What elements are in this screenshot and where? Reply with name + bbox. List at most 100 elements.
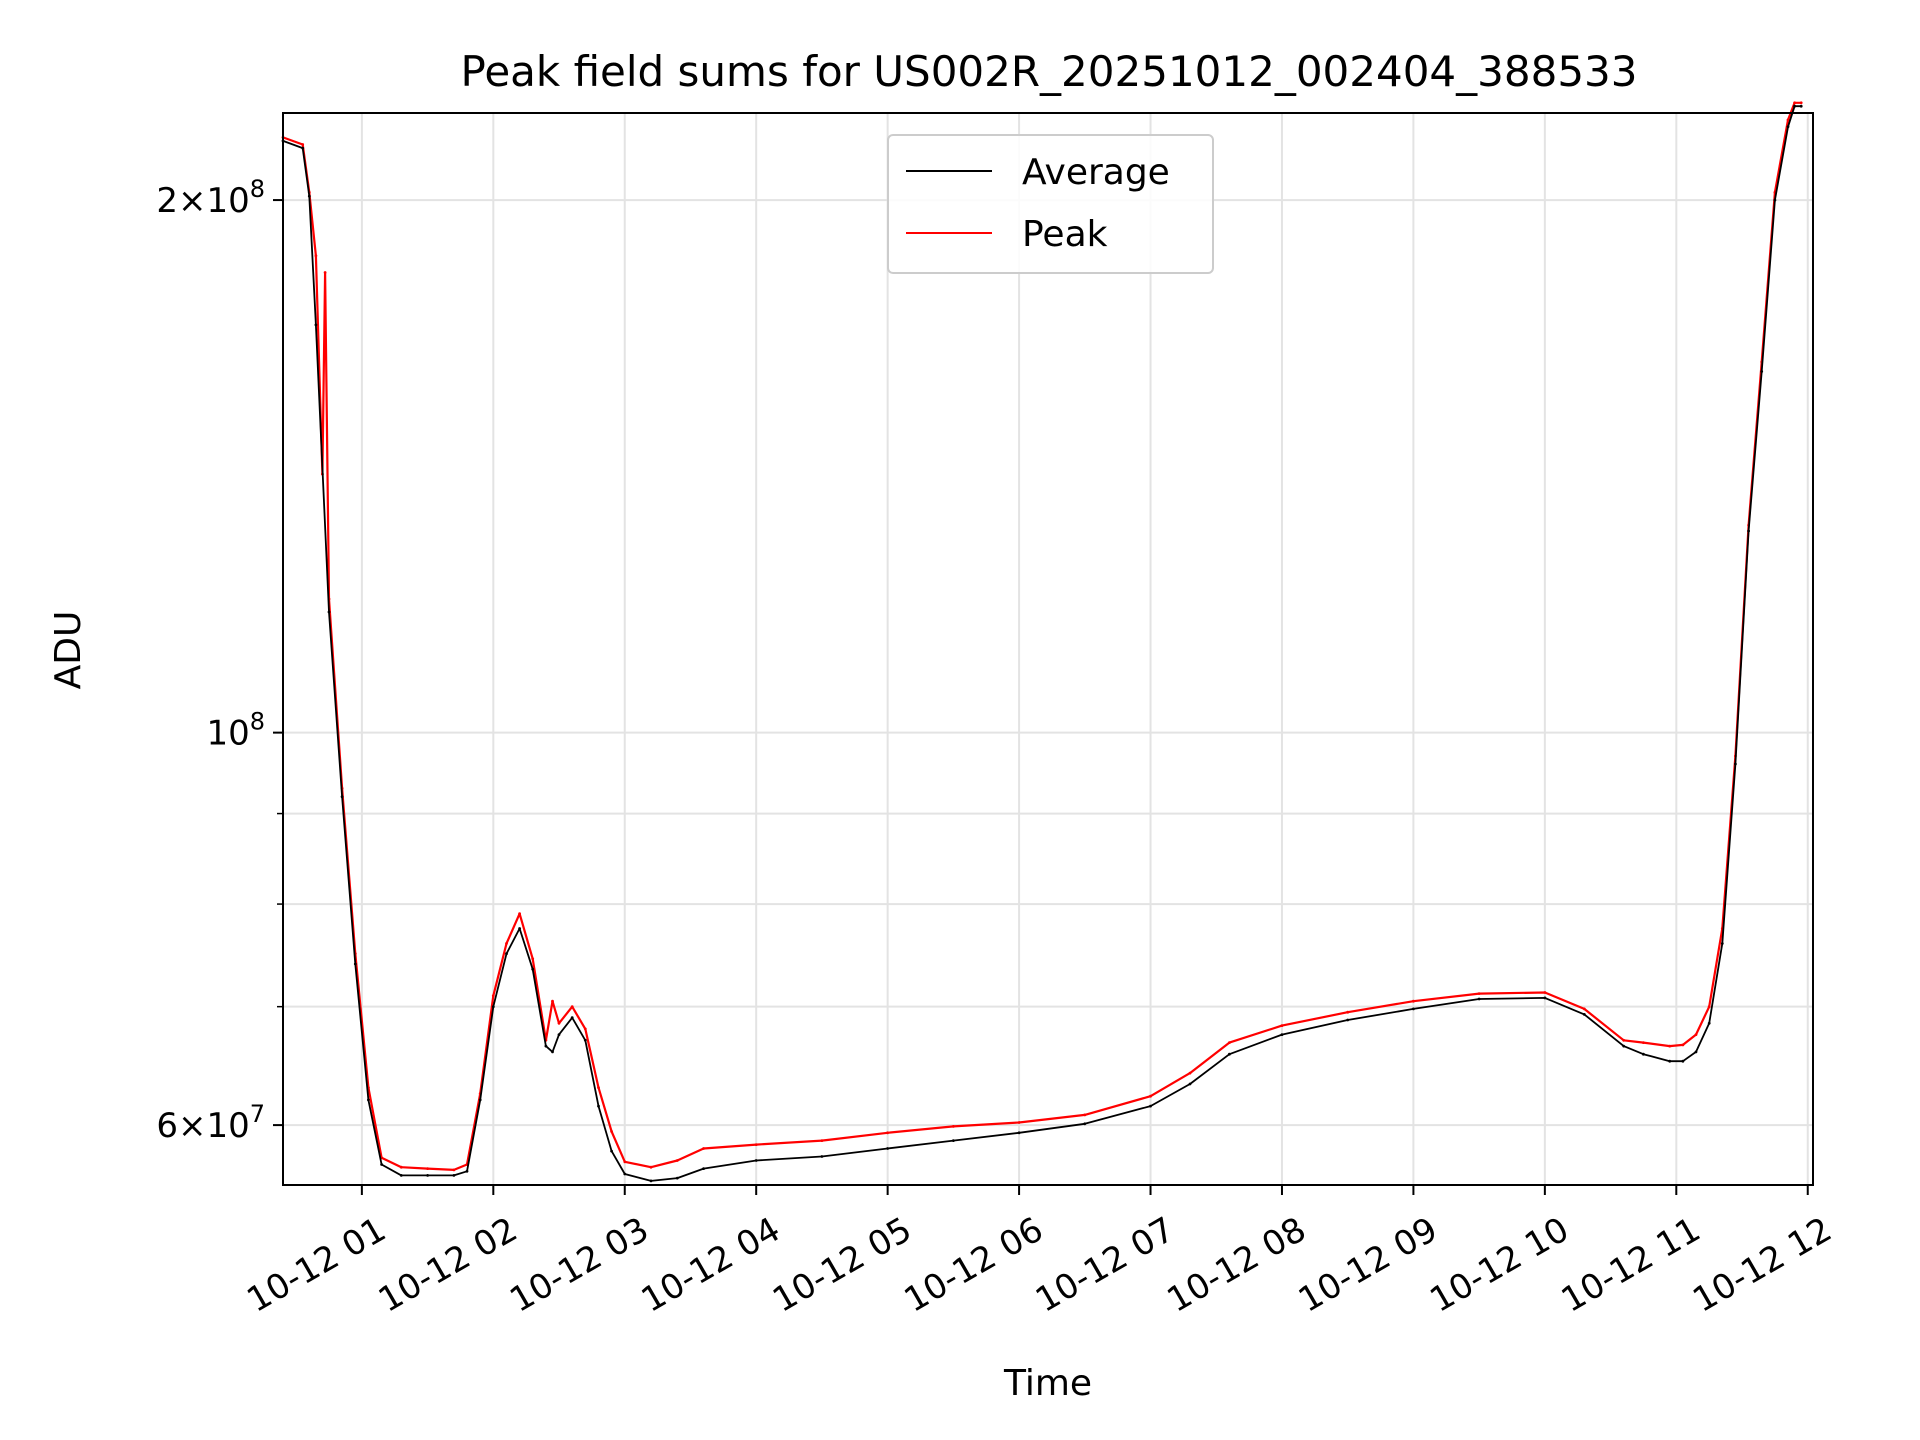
data-point-average	[1793, 104, 1796, 108]
data-point-average	[702, 1167, 705, 1170]
data-point-average	[1622, 1044, 1626, 1048]
data-point-peak	[1412, 999, 1415, 1003]
data-point-average	[1083, 1122, 1087, 1126]
data-point-average	[1786, 125, 1790, 129]
data-point-average	[327, 610, 331, 614]
chart-title: Peak field sums for US002R_20251012_0024…	[461, 47, 1638, 96]
data-point-average	[1280, 1033, 1284, 1036]
y-axis-label: ADU	[48, 611, 89, 690]
data-point-average	[353, 962, 357, 966]
data-point-peak	[1681, 1043, 1685, 1047]
data-point-average	[301, 146, 305, 150]
data-point-average	[1747, 529, 1750, 533]
data-point-peak	[820, 1139, 824, 1142]
legend: Average Peak	[887, 134, 1214, 274]
data-point-average	[1346, 1018, 1350, 1022]
data-point-peak	[452, 1168, 456, 1172]
data-point-average	[675, 1176, 679, 1180]
data-point-average	[1799, 104, 1803, 108]
data-point-peak	[557, 1021, 561, 1025]
data-point-peak	[551, 999, 554, 1003]
y-tick-label: 2×108	[156, 175, 265, 221]
data-point-peak	[583, 1027, 587, 1031]
data-point-peak	[623, 1160, 627, 1164]
data-point-peak	[1149, 1094, 1152, 1098]
data-point-average	[1642, 1052, 1645, 1056]
x-axis-label: Time	[1003, 1363, 1092, 1404]
data-point-peak	[649, 1165, 653, 1169]
data-point-peak	[491, 994, 495, 998]
data-point-average	[557, 1033, 561, 1036]
data-point-average	[1188, 1082, 1192, 1086]
data-point-average	[1773, 198, 1777, 202]
data-point-average	[1707, 1021, 1711, 1025]
data-point-average	[570, 1016, 574, 1020]
data-point-average	[583, 1038, 587, 1042]
data-point-peak	[1582, 1007, 1586, 1011]
data-point-peak	[754, 1143, 758, 1146]
data-point-average	[1017, 1131, 1021, 1135]
data-point-average	[623, 1172, 627, 1176]
data-point-average	[478, 1098, 482, 1102]
data-point-peak	[1228, 1041, 1231, 1044]
data-point-peak	[570, 1005, 574, 1009]
data-point-average	[1681, 1059, 1685, 1063]
data-point-average	[551, 1050, 554, 1054]
data-point-peak	[518, 912, 521, 916]
data-point-average	[754, 1159, 758, 1162]
data-point-average	[820, 1155, 824, 1158]
series-line-average	[282, 105, 1802, 1182]
data-point-peak	[1017, 1121, 1021, 1124]
data-point-average	[886, 1147, 889, 1150]
series-line-peak	[282, 101, 1802, 1172]
data-point-average	[1412, 1007, 1415, 1011]
data-point-peak	[1622, 1038, 1626, 1042]
data-point-peak	[675, 1159, 679, 1162]
data-point-average	[367, 1098, 370, 1102]
data-point-peak	[531, 957, 535, 961]
data-point-peak	[1477, 992, 1481, 995]
data-point-peak	[952, 1125, 955, 1128]
data-point-average	[340, 795, 344, 799]
data-point-peak	[301, 143, 305, 146]
data-point-peak	[886, 1131, 889, 1135]
data-point-peak	[1694, 1033, 1698, 1036]
data-point-average	[505, 952, 508, 956]
data-point-average	[1694, 1050, 1698, 1054]
data-point-average	[649, 1179, 653, 1183]
data-point-peak	[1280, 1024, 1284, 1027]
legend-box	[887, 134, 1214, 274]
data-point-average	[314, 323, 318, 327]
data-point-peak	[426, 1167, 429, 1170]
data-point-peak	[1642, 1041, 1645, 1044]
data-point-peak	[1346, 1010, 1350, 1014]
data-point-peak	[1793, 101, 1796, 105]
data-point-average	[1149, 1104, 1152, 1108]
data-point-peak	[1707, 1005, 1711, 1009]
data-point-average	[380, 1163, 383, 1166]
data-point-average	[1760, 370, 1764, 373]
legend-label-peak: Peak	[1022, 214, 1108, 255]
data-point-average	[1582, 1013, 1586, 1016]
data-point-peak	[314, 254, 318, 258]
legend-label-average: Average	[1022, 152, 1170, 193]
data-point-peak	[610, 1130, 613, 1133]
data-point-average	[1668, 1059, 1672, 1063]
data-point-average	[544, 1044, 548, 1048]
data-point-average	[610, 1149, 613, 1153]
data-point-average	[597, 1104, 600, 1108]
data-point-peak	[1083, 1113, 1087, 1117]
data-point-peak	[1668, 1044, 1672, 1048]
data-point-average	[465, 1169, 469, 1173]
data-point-average	[452, 1174, 456, 1177]
data-point-peak	[323, 271, 327, 274]
data-point-average	[491, 1005, 495, 1009]
data-point-average	[307, 194, 311, 198]
data-point-peak	[1543, 991, 1547, 994]
data-point-average	[426, 1174, 429, 1177]
data-point-average	[1543, 996, 1547, 1000]
data-point-peak	[505, 942, 508, 945]
data-point-average	[1720, 942, 1724, 945]
data-point-average	[531, 967, 535, 971]
